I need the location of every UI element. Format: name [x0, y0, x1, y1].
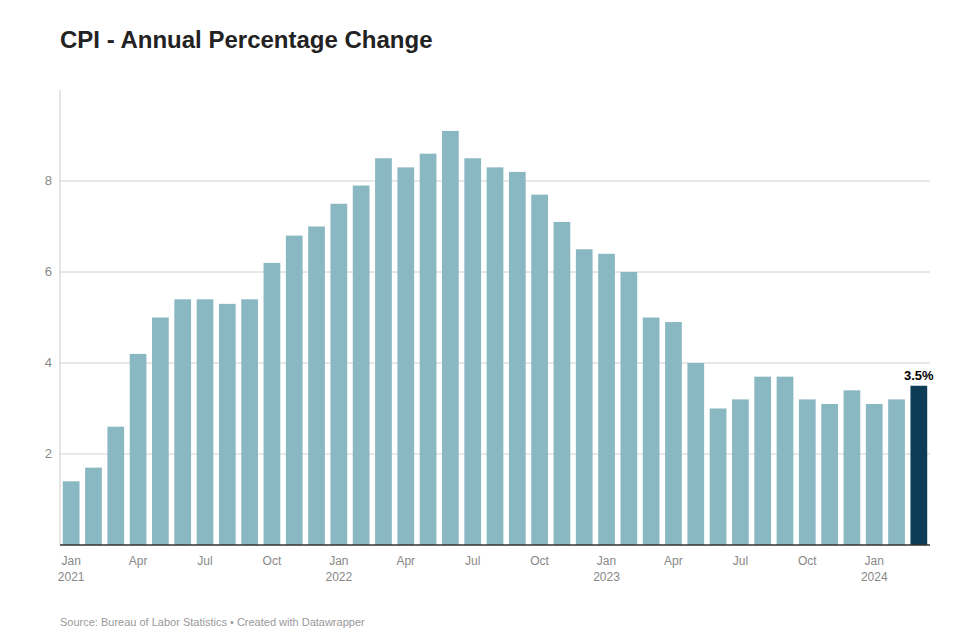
bar [63, 481, 80, 545]
bar [353, 186, 370, 545]
bar [531, 195, 548, 545]
x-tick-line: Apr [396, 554, 415, 568]
bar [576, 249, 593, 545]
y-tick-label: 8 [45, 173, 52, 188]
bar [397, 167, 414, 545]
annotation: 3.5% [904, 368, 934, 383]
x-tick-line: Jul [733, 554, 748, 568]
bar [665, 322, 682, 545]
bar [754, 377, 771, 545]
bar [844, 390, 861, 545]
x-axis-line [60, 544, 930, 546]
x-tick-line: Oct [263, 554, 282, 568]
bar [888, 399, 905, 545]
bar [130, 354, 147, 545]
title: CPI - Annual Percentage Change [60, 26, 433, 53]
bar [330, 204, 347, 545]
x-tick-line: Jan [329, 554, 348, 568]
bar [732, 399, 749, 545]
bar [286, 236, 303, 545]
x-tick-line: Jan [865, 554, 884, 568]
bar [509, 172, 526, 545]
x-tick-label: Apr [396, 554, 415, 568]
bar [152, 318, 169, 546]
bar [219, 304, 236, 545]
bar [464, 158, 481, 545]
x-tick-line: Jul [465, 554, 480, 568]
bar [487, 167, 504, 545]
bar [107, 427, 124, 545]
x-tick-line: 2022 [325, 570, 352, 584]
y-tick-label: 2 [45, 446, 52, 461]
x-tick-label: Jul [733, 554, 748, 568]
x-tick-line: Apr [129, 554, 148, 568]
bar [420, 154, 437, 545]
x-tick-label: Oct [798, 554, 817, 568]
y-tick-label: 6 [45, 264, 52, 279]
x-tick-line: Oct [798, 554, 817, 568]
x-tick-label: Jan 2023 [593, 554, 620, 584]
x-tick-label: Oct [530, 554, 549, 568]
x-tick-line: Apr [664, 554, 683, 568]
bar [442, 131, 459, 545]
bar [710, 409, 727, 546]
bar [308, 227, 325, 546]
bar [375, 158, 392, 545]
x-tick-label: Jan 2022 [325, 554, 352, 584]
x-tick-label: Apr [664, 554, 683, 568]
x-tick-line: 2024 [861, 570, 888, 584]
bar [174, 299, 191, 545]
y-tick-label: 4 [45, 355, 52, 370]
bar [910, 386, 927, 545]
y-axis-line [60, 90, 61, 545]
x-tick-label: Oct [263, 554, 282, 568]
x-tick-label: Jul [465, 554, 480, 568]
bar [554, 222, 571, 545]
bar [85, 468, 102, 545]
chart: CPI - Annual Percentage Change 2 4 6 8 Jan 202… [0, 0, 960, 640]
x-tick-line: Jan [597, 554, 616, 568]
x-tick-line: 2023 [593, 570, 620, 584]
bar [687, 363, 704, 545]
bar [620, 272, 637, 545]
x-tick-line: Jul [197, 554, 212, 568]
x-tick-label: Jul [197, 554, 212, 568]
x-tick-line: 2021 [58, 570, 85, 584]
x-tick-line: Oct [530, 554, 549, 568]
bar [799, 399, 816, 545]
bar [264, 263, 281, 545]
x-tick-line: Jan [61, 554, 80, 568]
bar [241, 299, 258, 545]
x-tick-label: Jan 2021 [58, 554, 85, 584]
bar [598, 254, 615, 545]
bar [777, 377, 794, 545]
bar [197, 299, 214, 545]
bars [63, 131, 927, 545]
x-tick-label: Apr [129, 554, 148, 568]
x-tick-label: Jan 2024 [861, 554, 888, 584]
bar [821, 404, 838, 545]
bar [643, 318, 660, 546]
source: Source: Bureau of Labor Statistics • Cre… [60, 616, 365, 628]
bar [866, 404, 883, 545]
